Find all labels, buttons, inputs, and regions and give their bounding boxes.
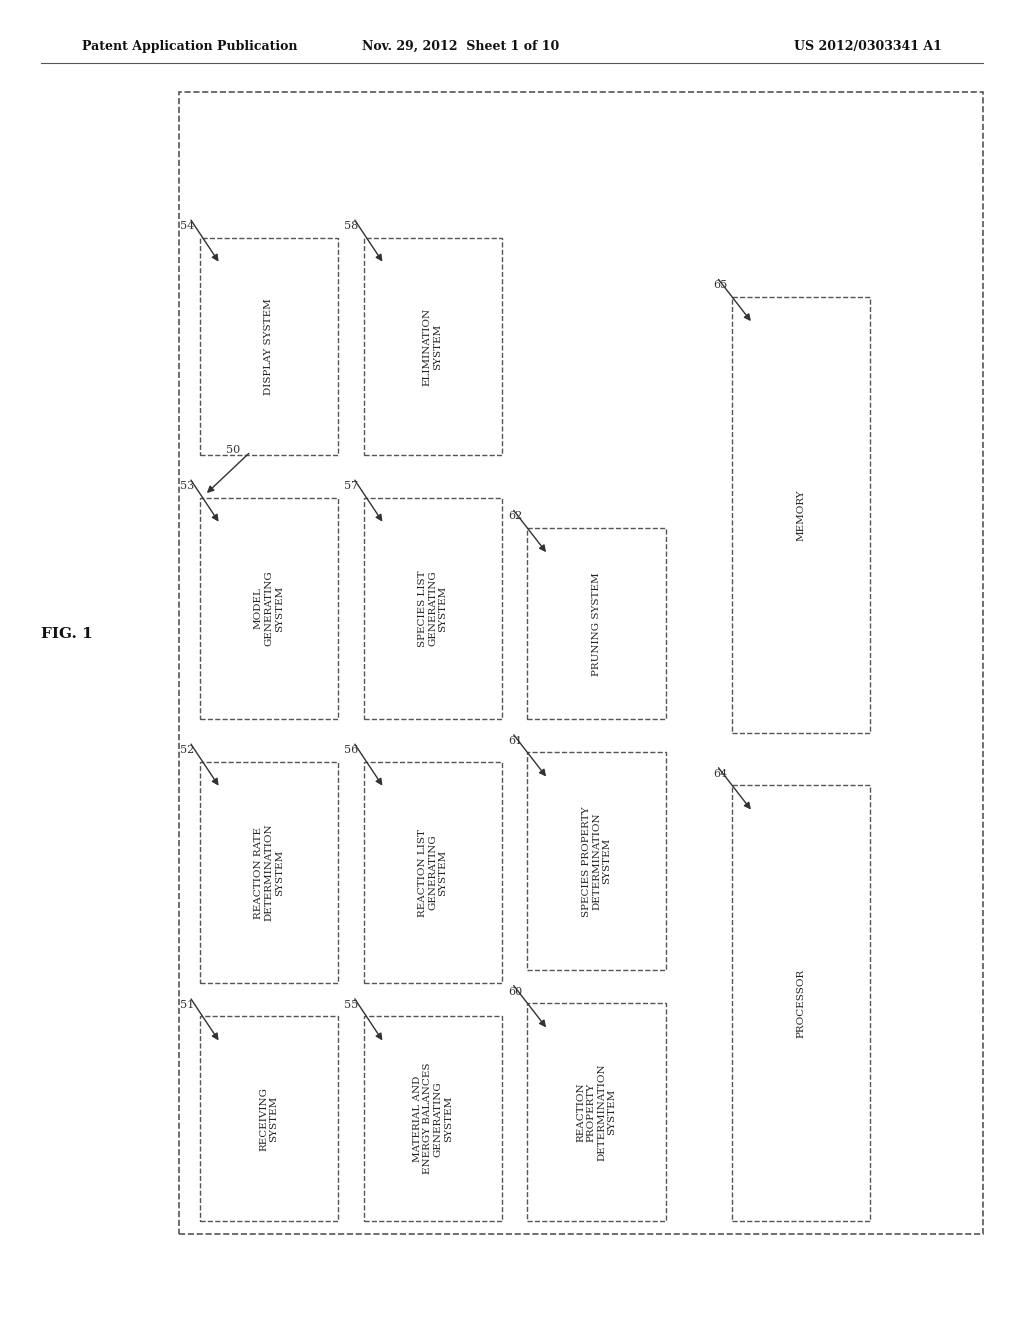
Text: RECEIVING
SYSTEM: RECEIVING SYSTEM — [259, 1086, 279, 1151]
FancyBboxPatch shape — [200, 498, 338, 719]
Text: 62: 62 — [508, 511, 522, 521]
Text: 57: 57 — [344, 480, 358, 491]
FancyBboxPatch shape — [364, 762, 502, 983]
Text: 50: 50 — [226, 445, 241, 455]
Text: 58: 58 — [344, 220, 358, 231]
FancyBboxPatch shape — [200, 238, 338, 455]
FancyBboxPatch shape — [200, 762, 338, 983]
Text: 56: 56 — [344, 744, 358, 755]
Text: Nov. 29, 2012  Sheet 1 of 10: Nov. 29, 2012 Sheet 1 of 10 — [362, 40, 559, 53]
Text: MODEL
GENERATING
SYSTEM: MODEL GENERATING SYSTEM — [254, 570, 284, 647]
FancyBboxPatch shape — [364, 1016, 502, 1221]
Text: 60: 60 — [508, 986, 522, 997]
FancyBboxPatch shape — [732, 297, 870, 733]
FancyBboxPatch shape — [364, 238, 502, 455]
FancyBboxPatch shape — [527, 1003, 666, 1221]
Text: REACTION
PROPERTY
DETERMINATION
SYSTEM: REACTION PROPERTY DETERMINATION SYSTEM — [577, 1064, 616, 1160]
FancyBboxPatch shape — [732, 785, 870, 1221]
Text: DISPLAY SYSTEM: DISPLAY SYSTEM — [264, 298, 273, 395]
Text: 65: 65 — [713, 280, 727, 290]
Text: US 2012/0303341 A1: US 2012/0303341 A1 — [795, 40, 942, 53]
Text: Patent Application Publication: Patent Application Publication — [82, 40, 297, 53]
Text: FIG. 1: FIG. 1 — [41, 627, 92, 640]
FancyBboxPatch shape — [527, 528, 666, 719]
Text: 64: 64 — [713, 768, 727, 779]
Text: ELIMINATION
SYSTEM: ELIMINATION SYSTEM — [423, 308, 442, 385]
Text: REACTION RATE
DETERMINATION
SYSTEM: REACTION RATE DETERMINATION SYSTEM — [254, 824, 284, 921]
FancyBboxPatch shape — [364, 498, 502, 719]
Text: 51: 51 — [180, 999, 195, 1010]
Text: SPECIES LIST
GENERATING
SYSTEM: SPECIES LIST GENERATING SYSTEM — [418, 570, 447, 647]
Text: MATERIAL AND
ENERGY BALANCES
GENERATING
SYSTEM: MATERIAL AND ENERGY BALANCES GENERATING … — [413, 1063, 453, 1175]
Text: REACTION LIST
GENERATING
SYSTEM: REACTION LIST GENERATING SYSTEM — [418, 829, 447, 916]
FancyBboxPatch shape — [527, 752, 666, 970]
FancyBboxPatch shape — [200, 1016, 338, 1221]
Text: PRUNING SYSTEM: PRUNING SYSTEM — [592, 572, 601, 676]
Text: MEMORY: MEMORY — [797, 488, 806, 541]
Text: 52: 52 — [180, 744, 195, 755]
Text: PROCESSOR: PROCESSOR — [797, 969, 806, 1038]
Text: 54: 54 — [180, 220, 195, 231]
Text: SPECIES PROPERTY
DETERMINATION
SYSTEM: SPECIES PROPERTY DETERMINATION SYSTEM — [582, 807, 611, 916]
Text: 53: 53 — [180, 480, 195, 491]
Text: 55: 55 — [344, 999, 358, 1010]
Text: 61: 61 — [508, 735, 522, 746]
